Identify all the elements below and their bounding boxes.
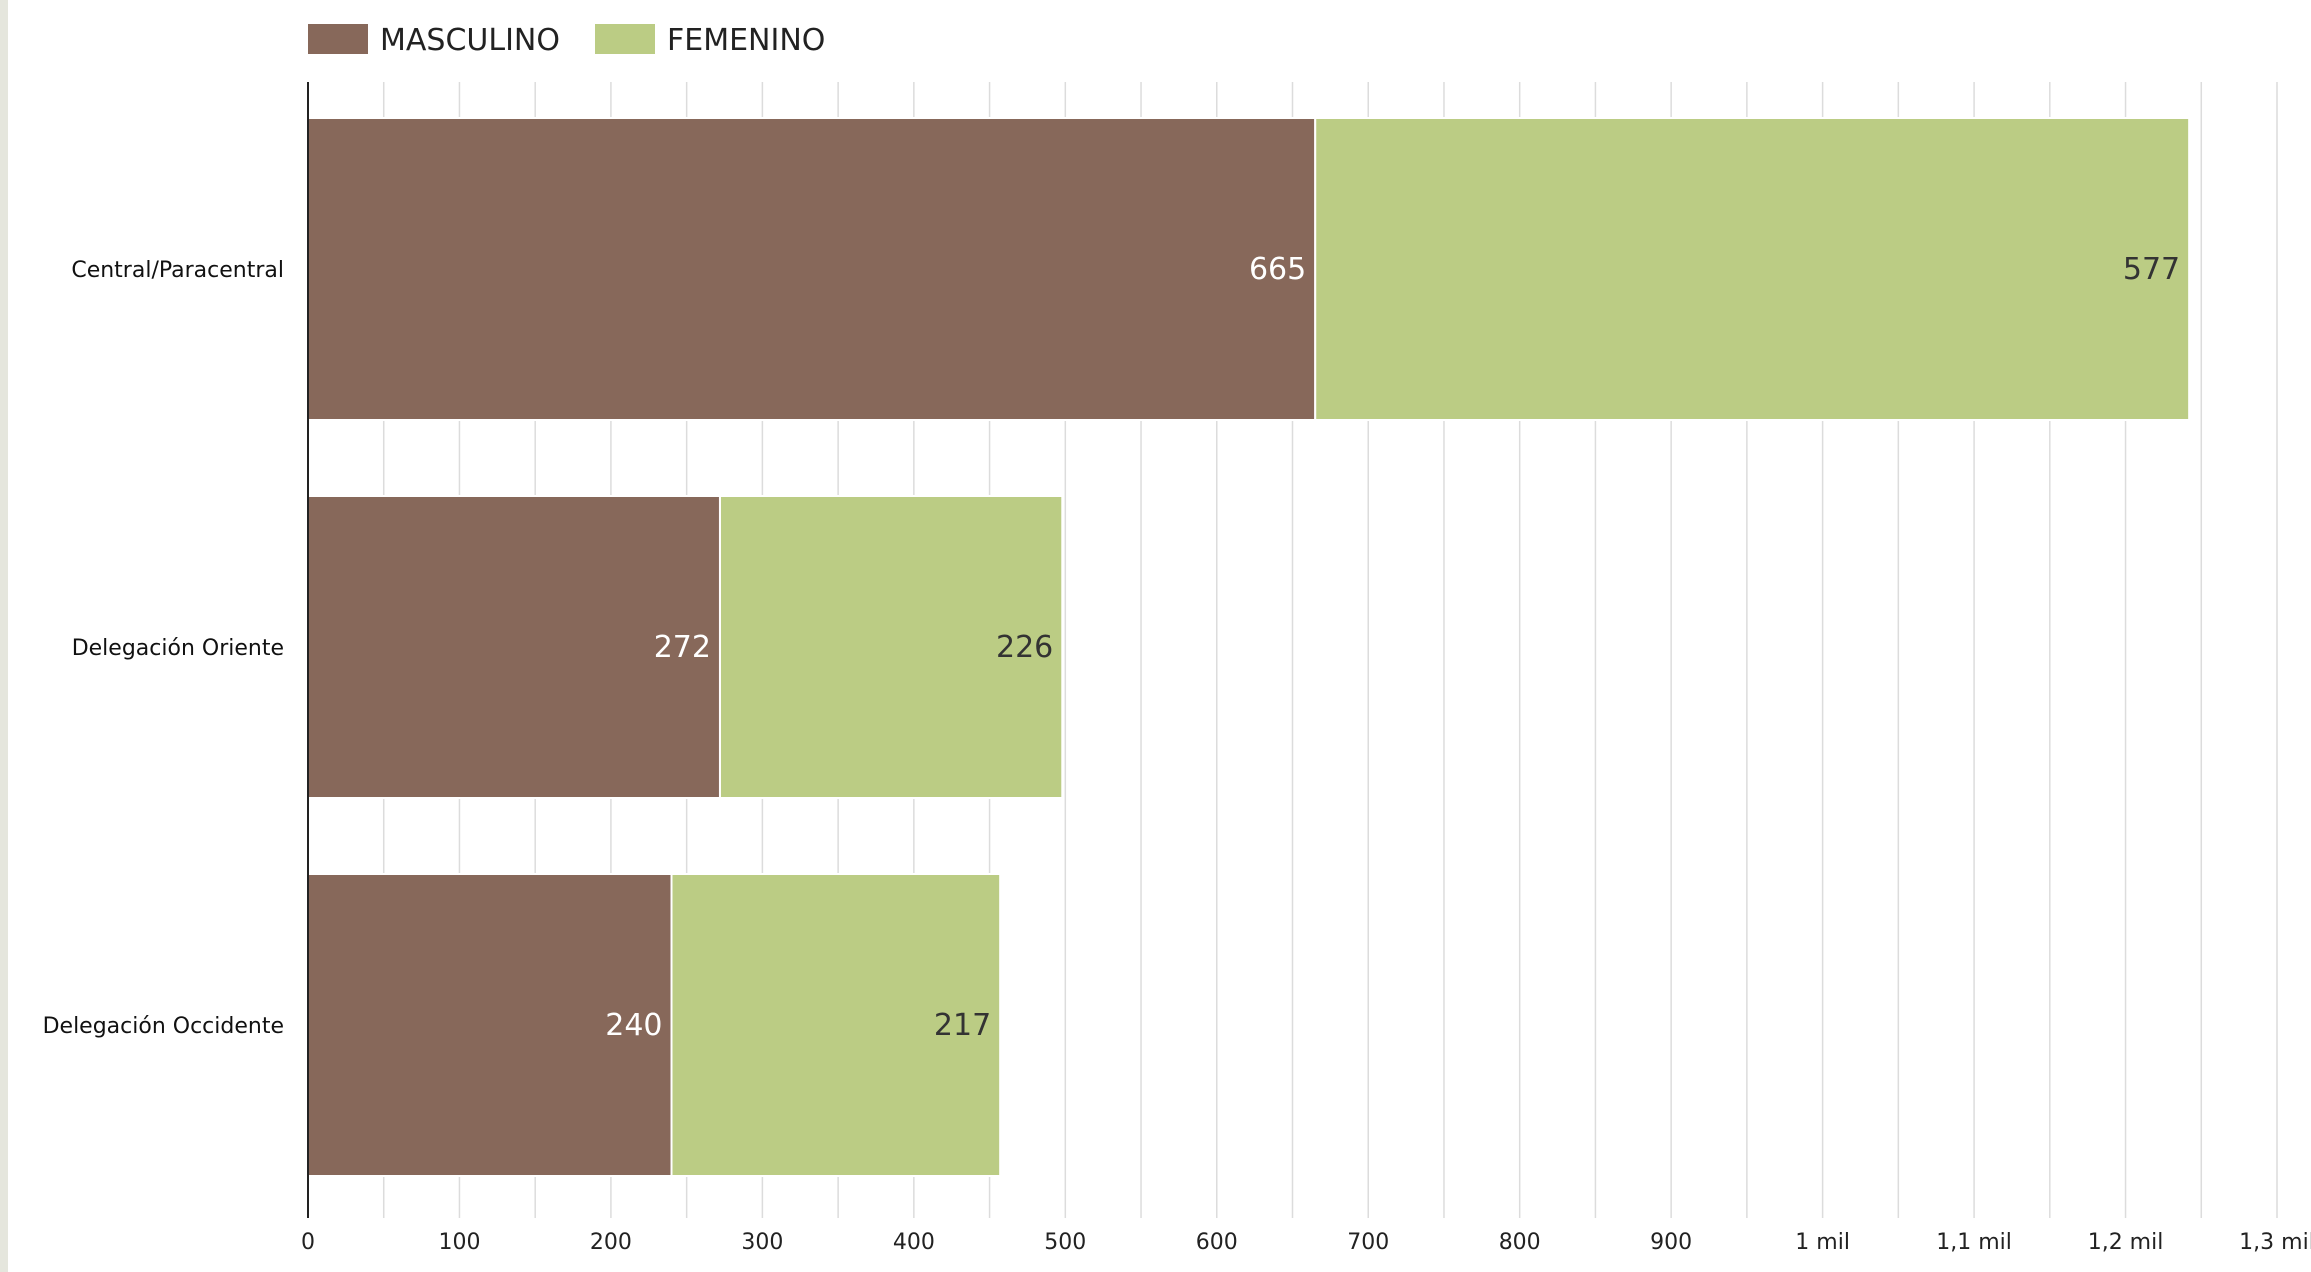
bar-femenino-0 bbox=[1314, 117, 2191, 421]
x-tick-label: 600 bbox=[1196, 1230, 1238, 1255]
category-label: Central/Paracentral bbox=[71, 258, 284, 283]
x-tick-label: 700 bbox=[1347, 1230, 1389, 1255]
x-tick-label: 900 bbox=[1650, 1230, 1692, 1255]
category-labels: Central/Paracentral Delegación Oriente Del… bbox=[43, 258, 284, 1039]
x-axis-tick-labels: 0 100 200 300 400 500 600 700 800 900 1 mil 1,1 mil… bbox=[301, 1230, 2311, 1255]
x-tick-label: 1,2 mil bbox=[2088, 1230, 2164, 1255]
data-label: 665 bbox=[1249, 252, 1306, 287]
bar-femenino-1 bbox=[718, 495, 1064, 799]
legend-label-masculino: MASCULINO bbox=[380, 23, 560, 58]
x-tick-label: 400 bbox=[893, 1230, 935, 1255]
left-strip bbox=[0, 0, 8, 1272]
legend-label-femenino: FEMENINO bbox=[667, 23, 825, 58]
x-tick-label: 1,3 mil bbox=[2239, 1230, 2311, 1255]
x-tick-label: 800 bbox=[1499, 1230, 1541, 1255]
x-tick-label: 1 mil bbox=[1795, 1230, 1850, 1255]
data-label: 217 bbox=[934, 1008, 991, 1043]
data-labels: 665 577 272 226 240 217 bbox=[605, 252, 2180, 1043]
x-tick-label: 200 bbox=[590, 1230, 632, 1255]
legend: MASCULINO FEMENINO bbox=[308, 23, 825, 58]
legend-swatch-masculino bbox=[308, 24, 368, 54]
category-label: Delegación Occidente bbox=[43, 1014, 284, 1039]
x-tick-label: 100 bbox=[438, 1230, 480, 1255]
x-tick-label: 500 bbox=[1044, 1230, 1086, 1255]
data-label: 226 bbox=[996, 630, 1053, 665]
x-tick-label: 1,1 mil bbox=[1936, 1230, 2012, 1255]
data-label: 577 bbox=[2123, 252, 2180, 287]
x-tick-label: 0 bbox=[301, 1230, 315, 1255]
x-tick-label: 300 bbox=[741, 1230, 783, 1255]
category-label: Delegación Oriente bbox=[72, 636, 284, 661]
bar-femenino-2 bbox=[670, 873, 1002, 1177]
legend-swatch-femenino bbox=[595, 24, 655, 54]
bar-masculino-0 bbox=[307, 117, 1317, 421]
bars bbox=[307, 117, 2191, 1177]
data-label: 240 bbox=[605, 1008, 662, 1043]
data-label: 272 bbox=[654, 630, 711, 665]
